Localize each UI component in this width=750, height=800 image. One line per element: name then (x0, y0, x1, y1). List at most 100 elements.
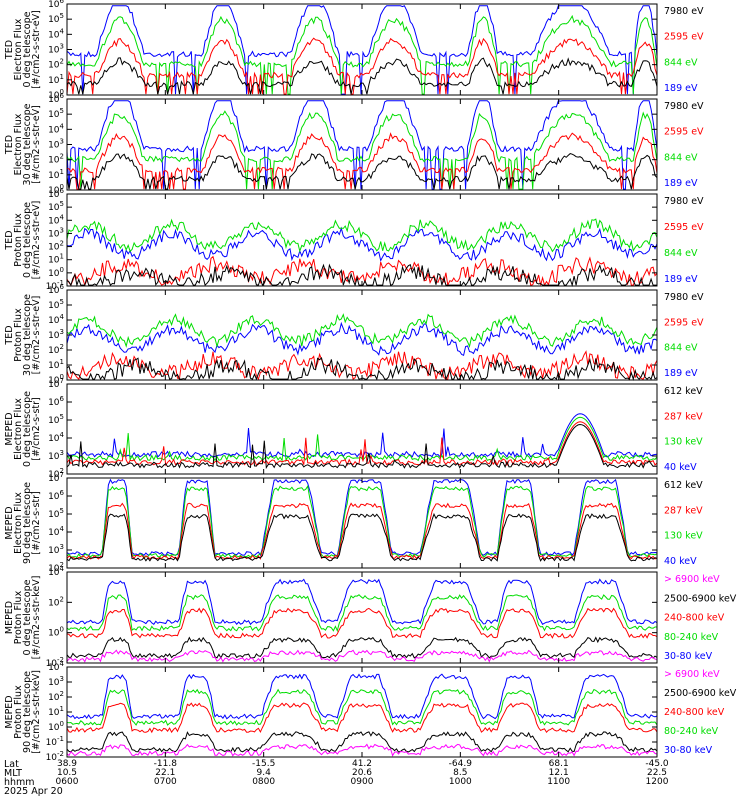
xtick-lat: -64.9 (449, 759, 473, 769)
ytick-exp: 0 (60, 266, 64, 274)
ytick-label: 100 (48, 373, 64, 386)
series-line-240-800-kev (66, 607, 658, 639)
ytick-base: 10 (48, 693, 60, 703)
ytick-base: 10 (48, 0, 60, 10)
ytick-exp: 5 (60, 200, 64, 208)
ylabel-line: MEPED (4, 695, 15, 728)
ytick-base: 10 (46, 282, 58, 292)
ylabel-line: [#/cm2-s-str] (31, 397, 42, 460)
ytick-exp: 4 (60, 660, 65, 668)
ytick-exp: 4 (60, 213, 65, 221)
ytick-base: 10 (48, 470, 60, 480)
series-line-80-240-kev (66, 688, 658, 726)
ytick-label: 102 (48, 690, 64, 703)
xtick-time: 1100 (547, 777, 570, 787)
ytick-exp: 2 (60, 690, 64, 698)
ytick-label: 100 (48, 266, 64, 279)
ylabel-line: [#/cm2-s-str-keV] (31, 670, 42, 754)
series-line-40-kev (66, 413, 658, 459)
ytick-base: 10 (48, 216, 60, 226)
ytick-label: 104 (48, 431, 64, 444)
ytick-label: 106 (48, 489, 64, 502)
ytick-exp: 3 (60, 138, 64, 146)
ytick-exp: 1 (60, 253, 64, 261)
hhmm-row-label: hhmm (4, 777, 35, 788)
legend-entry: 40 keV (664, 556, 697, 567)
xtick-mlt: 10.5 (57, 768, 77, 778)
ytick-exp: 2 (60, 240, 64, 248)
ytick-label: 104 (48, 660, 64, 673)
legend-entry: 2500-6900 keV (664, 593, 737, 604)
ytick-label: 107 (48, 377, 64, 390)
legend-entry: 287 keV (664, 411, 703, 422)
ylabel-line: Electron Flux (13, 113, 24, 175)
ytick-label: 102 (48, 240, 64, 253)
ytick-exp: 4 (60, 565, 65, 573)
ytick-exp: 6 (60, 283, 65, 291)
panel-ylabel: MEPEDElectron Flux0 deg telescope[#/cm2-… (4, 391, 42, 467)
legend-entry: > 6900 keV (664, 669, 720, 680)
ytick-label: 10-2 (46, 750, 64, 763)
ytick-base: 10 (48, 416, 60, 426)
ytick-label: 106 (48, 0, 64, 10)
ylabel-line: 0 deg telescope (22, 579, 33, 655)
ytick-label: 103 (48, 675, 64, 688)
panel-ylabel: TEDElectron Flux30 deg telescope[#/cm2-s… (4, 103, 42, 185)
series-line-2500-6900-kev (66, 731, 658, 753)
legend-entry: 844 eV (664, 343, 698, 354)
ytick-label: 102 (48, 561, 64, 574)
ytick-label: 106 (48, 283, 64, 296)
ytick-label: 104 (48, 213, 64, 226)
ytick-label: 103 (48, 226, 64, 239)
series-line-2595-ev (66, 132, 658, 190)
ytick-exp: 5 (60, 12, 64, 20)
legend-entry: 130 keV (664, 531, 703, 542)
ytick-base: 10 (48, 186, 60, 196)
ytick-label: 10-2 (46, 656, 64, 669)
ylabel-line: Electron Flux (13, 398, 24, 460)
legend-entry: > 6900 keV (664, 574, 720, 585)
panel-ylabel: MEPEDProton Flux0 deg telescope[#/cm2-s-… (4, 576, 42, 660)
panel-5: MEPEDElectron Flux0 deg telescope[#/cm2-… (4, 377, 703, 480)
ylabel-line: 0 deg telescope (22, 11, 33, 87)
ytick-exp: 2 (60, 343, 64, 351)
panel-ylabel: TEDElectron Flux0 deg telescope[#/cm2-s-… (4, 10, 42, 89)
ytick-exp: 5 (60, 507, 64, 515)
ytick-label: 101 (48, 253, 64, 266)
ytick-base: 10 (48, 15, 60, 25)
ylabel-line: [#/cm2-s-str-eV] (31, 201, 42, 280)
ytick-exp: 6 (60, 0, 65, 5)
series-line-30-80-kev (66, 673, 658, 720)
ytick-exp: 2 (60, 58, 64, 66)
legend-entry: 2595 eV (664, 222, 704, 233)
ytick-base: 10 (48, 380, 60, 390)
ylabel-line: 30 deg telescope (22, 294, 33, 376)
ytick-exp: 3 (60, 328, 64, 336)
ytick-exp: 4 (60, 431, 65, 439)
ytick-exp: 5 (60, 107, 64, 115)
ytick-base: 10 (48, 434, 60, 444)
legend-entry: 240-800 keV (664, 613, 725, 624)
panel-ylabel: MEPEDProton Flux90 deg telescope[#/cm2-s… (4, 670, 42, 754)
legend-entry: 2595 eV (664, 32, 704, 43)
ytick-label: 104 (48, 565, 64, 578)
legend-entry: 7980 eV (664, 101, 704, 112)
ylabel-line: 90 deg telescope (22, 671, 33, 753)
ytick-exp: 6 (60, 187, 65, 195)
legend-entry: 2595 eV (664, 127, 704, 138)
xtick-time: 1000 (449, 777, 472, 787)
ylabel-line: 90 deg telescope (22, 482, 33, 564)
ylabel-line: Electron Flux (13, 492, 24, 554)
legend-entry: 7980 eV (664, 292, 704, 303)
ytick-base: 10 (48, 492, 60, 502)
ytick-base: 10 (48, 528, 60, 538)
panel-6: MEPEDElectron Flux90 deg telescope[#/cm2… (4, 471, 703, 574)
ytick-base: 10 (48, 316, 60, 326)
ytick-base: 10 (48, 568, 60, 578)
ytick-label: 105 (48, 107, 64, 120)
ylabel-line: [#/cm2-s-str-eV] (31, 10, 42, 89)
ylabel-line: 30 deg telescope (22, 103, 33, 185)
ytick-base: 10 (48, 331, 60, 341)
xtick-lat: -15.5 (252, 759, 275, 769)
ylabel-line: [#/cm2-s-str-keV] (31, 576, 42, 660)
